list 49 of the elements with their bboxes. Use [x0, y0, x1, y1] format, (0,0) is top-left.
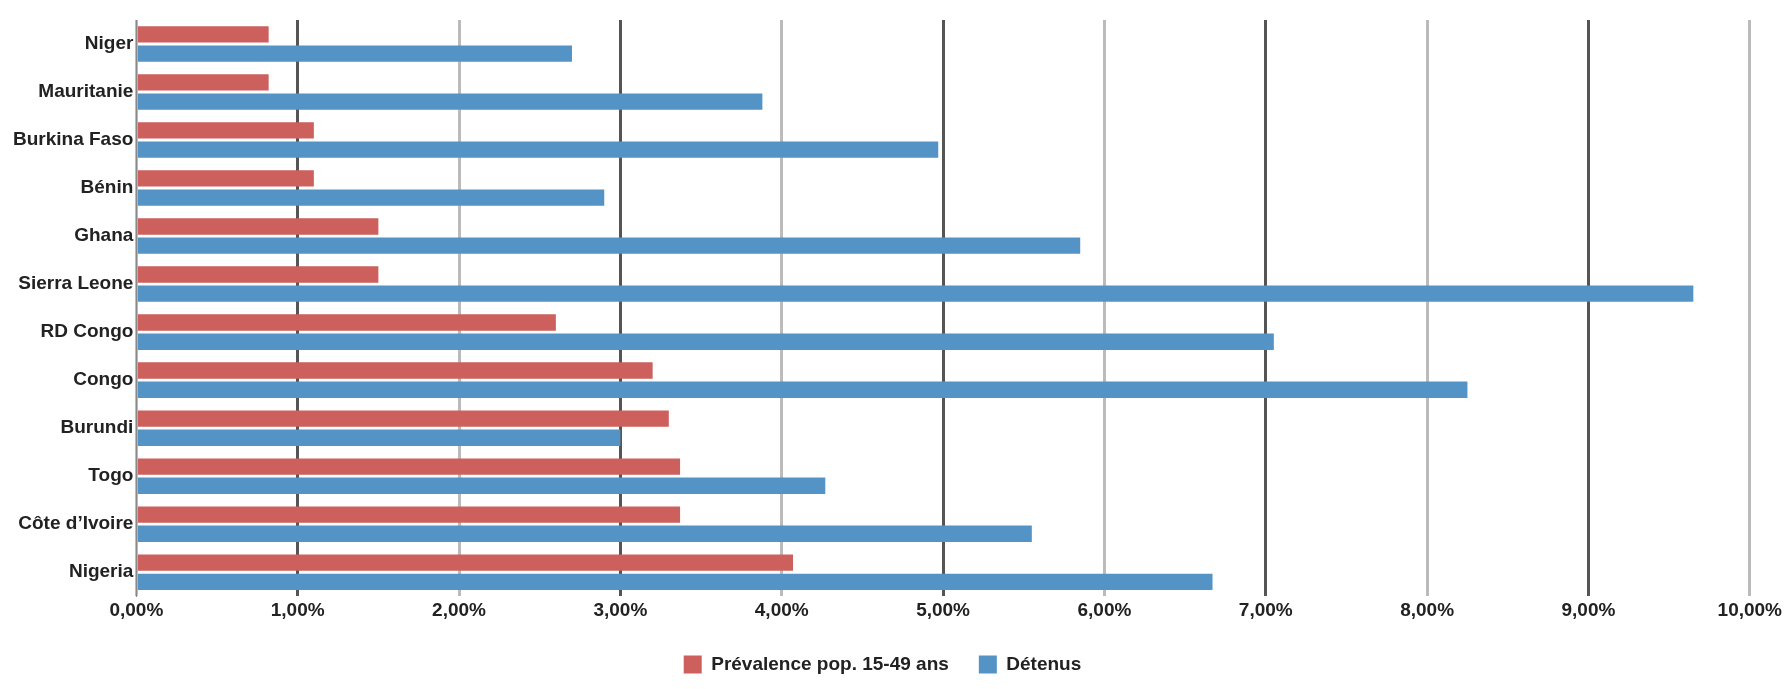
bar	[137, 525, 1032, 542]
bar	[137, 314, 556, 331]
x-tick-label: 5,00%	[916, 598, 971, 620]
bar	[137, 266, 379, 283]
y-tick-label: Sierra Leone	[18, 272, 134, 294]
y-tick-label: Niger	[84, 32, 134, 54]
x-tick-label: 3,00%	[593, 598, 648, 620]
bar	[137, 26, 269, 43]
y-tick-label: Nigeria	[68, 560, 134, 582]
y-tick-label: Burundi	[60, 416, 134, 438]
bar	[137, 554, 794, 571]
bar	[137, 362, 653, 379]
x-tick-label: 10,00%	[1717, 598, 1783, 620]
bar	[137, 218, 379, 235]
bar	[137, 410, 669, 427]
y-tick-label: Togo	[88, 464, 134, 486]
bar	[137, 45, 572, 62]
y-tick-label: Mauritanie	[38, 80, 134, 102]
bar	[137, 74, 269, 91]
bar	[137, 93, 763, 110]
x-tick-label: 1,00%	[270, 598, 325, 620]
bar	[137, 381, 1468, 398]
x-tick-label: 2,00%	[432, 598, 487, 620]
bar	[137, 506, 681, 523]
bar	[137, 477, 826, 494]
x-tick-label: 6,00%	[1077, 598, 1132, 620]
bar	[137, 141, 939, 158]
y-tick-label: Congo	[73, 368, 134, 390]
x-tick-label: 7,00%	[1238, 598, 1293, 620]
x-tick-label: 8,00%	[1400, 598, 1455, 620]
bar	[137, 237, 1081, 254]
legend-label: Prévalence pop. 15-49 ans	[711, 652, 949, 674]
x-tick-label: 4,00%	[754, 598, 809, 620]
bar	[137, 458, 681, 475]
y-tick-label: Ghana	[74, 224, 134, 246]
bar	[137, 573, 1213, 590]
y-tick-label: Côte d’Ivoire	[18, 512, 134, 534]
bar	[137, 285, 1694, 302]
bar	[137, 429, 621, 446]
x-tick-label: 0,00%	[109, 598, 164, 620]
bar	[137, 170, 314, 187]
bar	[137, 122, 314, 139]
legend-label: Détenus	[1006, 652, 1082, 674]
y-tick-label: Burkina Faso	[12, 128, 134, 150]
x-tick-label: 9,00%	[1561, 598, 1616, 620]
bar	[137, 189, 605, 206]
y-tick-label: Bénin	[80, 176, 134, 198]
y-tick-label: RD Congo	[40, 320, 134, 342]
bar	[137, 333, 1274, 350]
